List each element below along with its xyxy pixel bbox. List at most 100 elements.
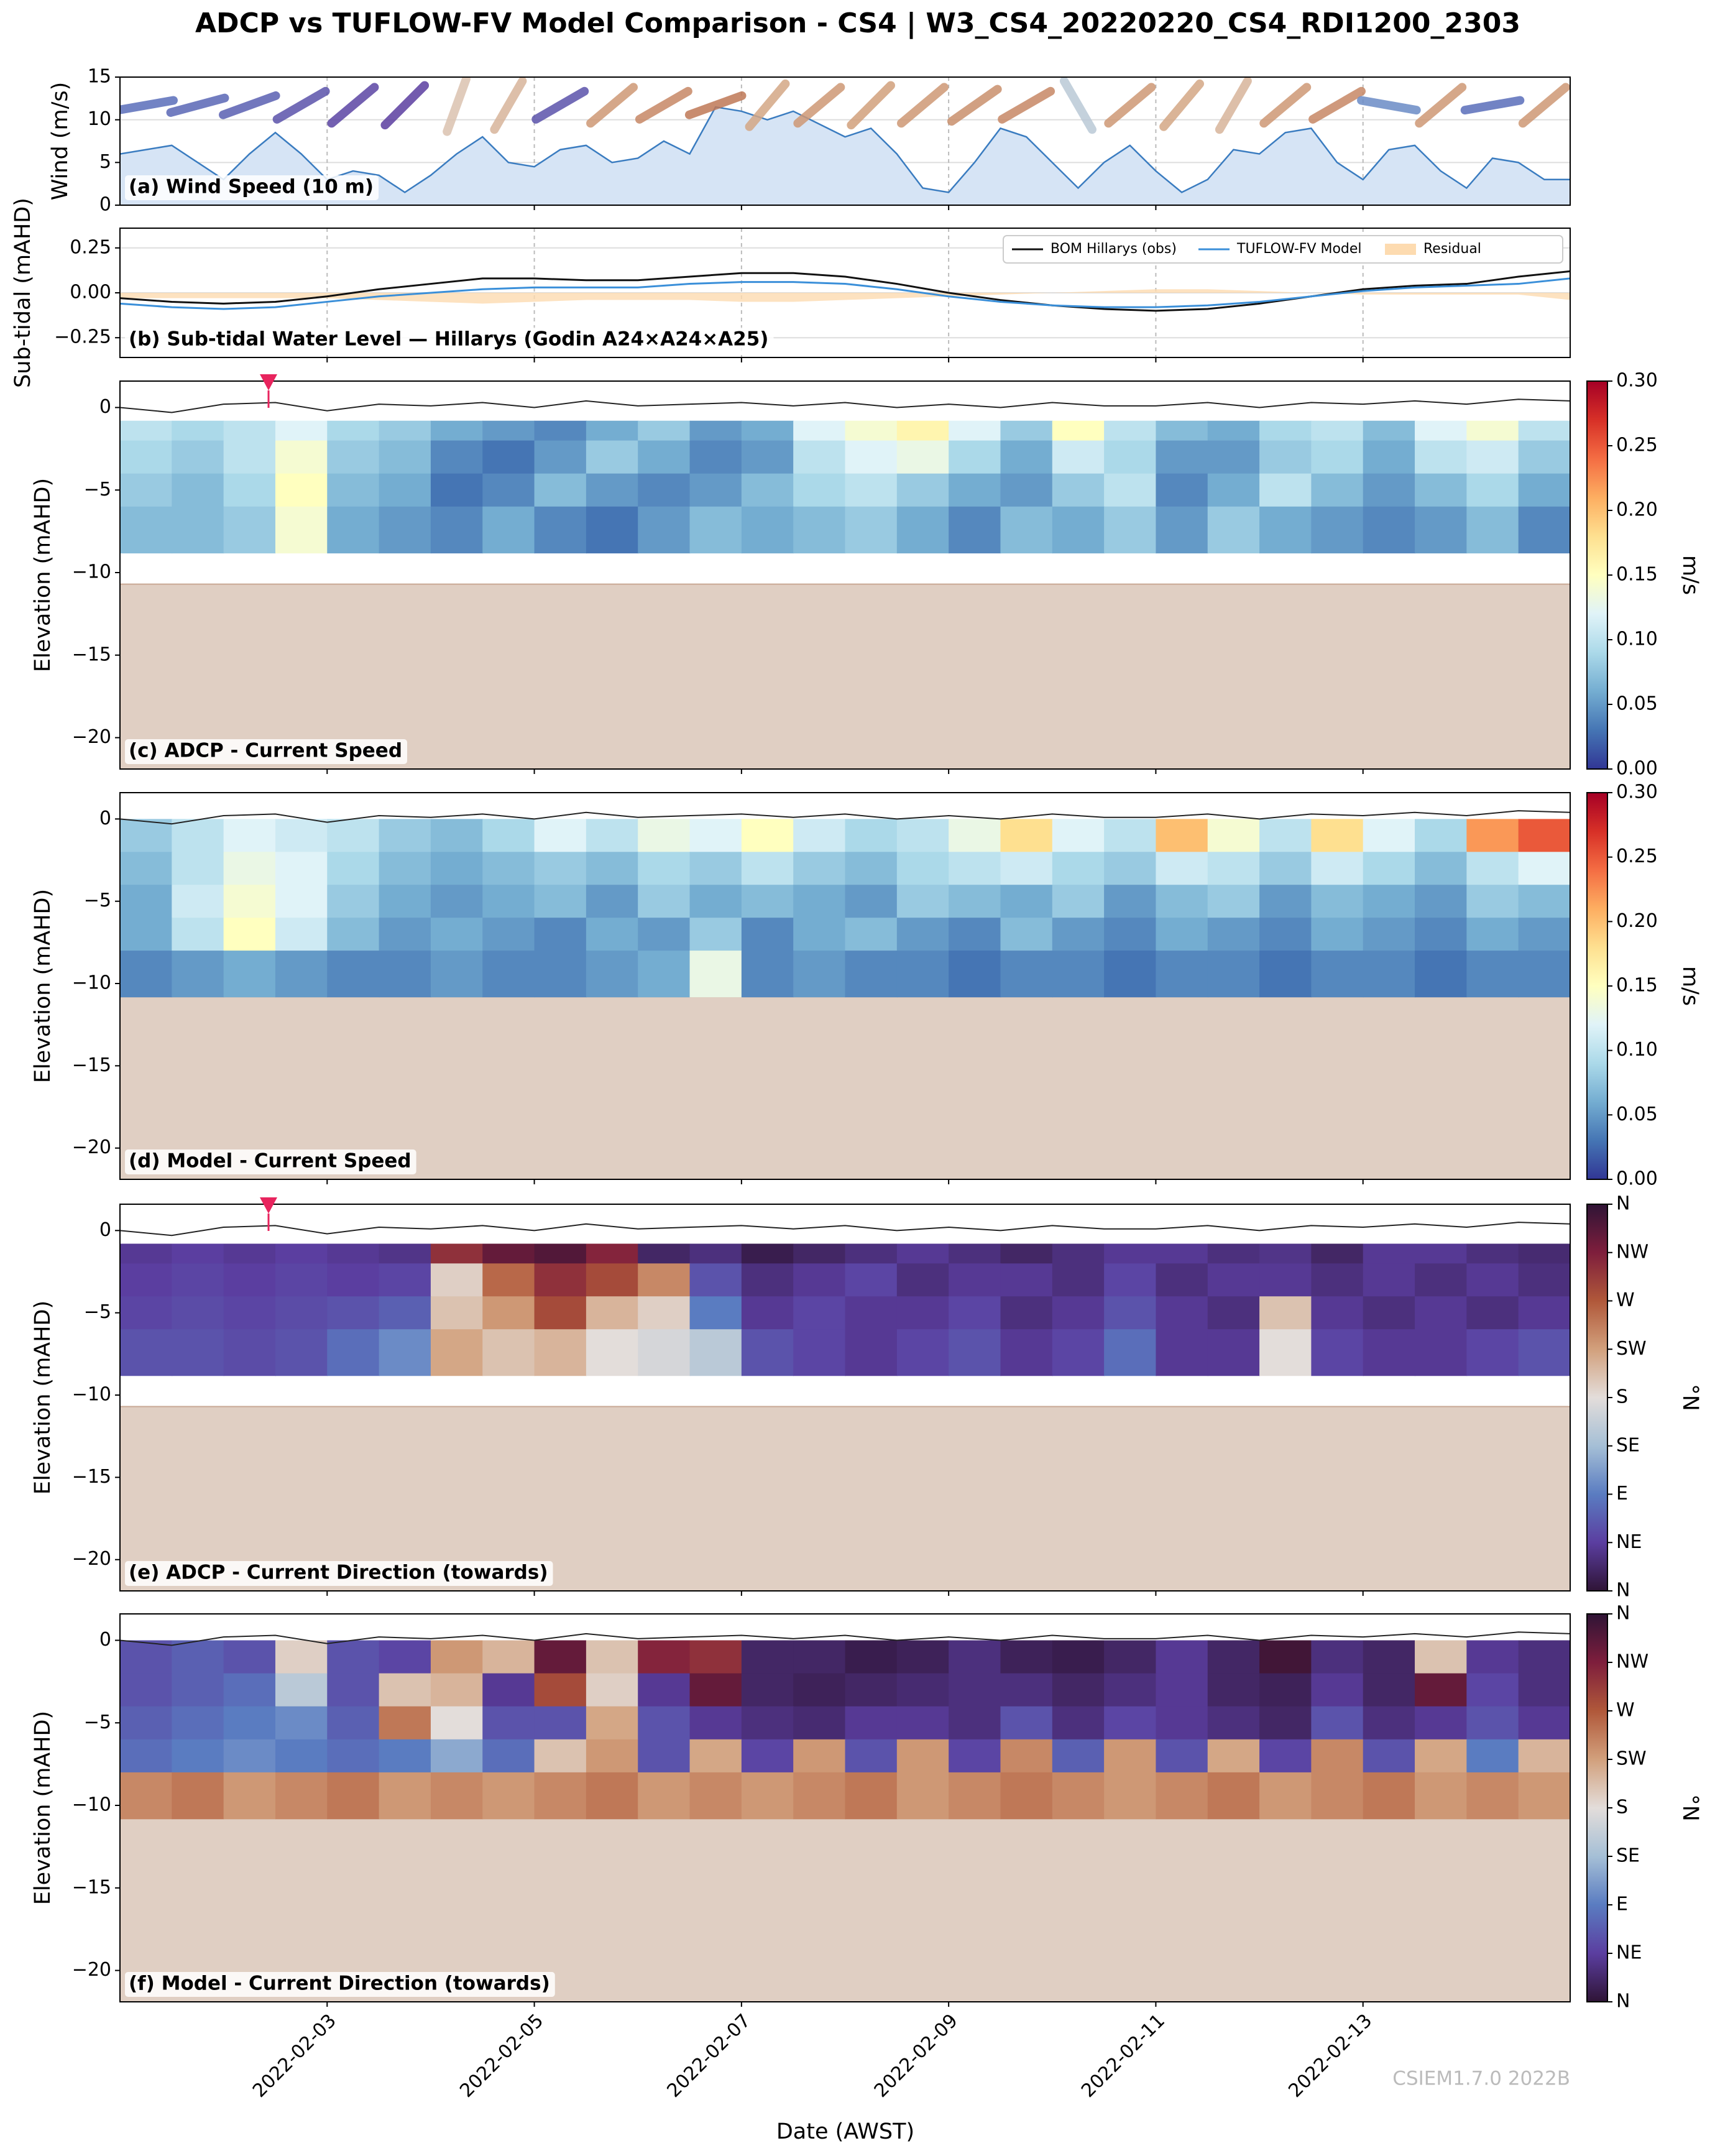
heat-cell: [1363, 951, 1416, 998]
heat-cell: [845, 1263, 898, 1297]
heat-cell: [1311, 819, 1364, 853]
heat-cell: [689, 885, 742, 919]
seabed: [120, 1818, 1570, 2002]
heat-cell: [1415, 1706, 1468, 1740]
heat-cell: [482, 951, 535, 998]
colorbar-tick-label: 0.20: [1616, 910, 1658, 932]
panel-label-box: [125, 1561, 553, 1586]
heat-cell: [1518, 819, 1570, 853]
colorbar-tick-label: SE: [1616, 1434, 1640, 1456]
heat-cell: [1052, 1673, 1105, 1707]
heat-cell: [793, 852, 846, 886]
heat-cell: [586, 1263, 639, 1297]
heat-cell: [845, 506, 898, 554]
heat-cell: [949, 1673, 1001, 1707]
heat-cell: [1466, 1706, 1519, 1740]
wind-arrow: [684, 91, 747, 119]
colorbar-tick-label: NW: [1616, 1651, 1648, 1673]
heat-cell: [793, 506, 846, 554]
heat-cell: [223, 420, 276, 441]
heat-cell: [586, 1739, 639, 1773]
heat-cell: [1311, 1739, 1364, 1773]
y-tick-label: −20: [72, 1136, 111, 1158]
heat-cell: [896, 506, 950, 554]
colorbar-tick-label: 0.25: [1616, 845, 1658, 867]
heat-cell: [1104, 1673, 1157, 1707]
heat-cell: [430, 440, 484, 474]
heat-cell: [586, 506, 639, 554]
heat-cell: [1259, 1329, 1312, 1376]
heat-cell: [172, 852, 224, 886]
heat-cell: [1466, 951, 1519, 998]
heat-cell: [275, 1296, 328, 1330]
heat-cell: [1000, 819, 1053, 853]
colorbar-tick-label: SW: [1616, 1338, 1647, 1360]
heat-cell: [1156, 1329, 1208, 1376]
heat-cell: [845, 420, 898, 441]
heat-cell: [1104, 852, 1157, 886]
heat-cell: [1518, 473, 1570, 507]
heat-cell: [586, 1329, 639, 1376]
heat-cell: [379, 1263, 431, 1297]
y-axis-label: Sub-tidal (mAHD): [11, 198, 35, 388]
heat-cell: [120, 473, 173, 507]
heat-cell: [1466, 1243, 1519, 1265]
heat-cell: [1104, 473, 1157, 507]
heat-cell: [1415, 1263, 1468, 1297]
heat-cell: [430, 1243, 484, 1265]
heat-cell: [534, 506, 587, 554]
heat-cell: [534, 1329, 587, 1376]
heat-cell: [1518, 852, 1570, 886]
heat-cell: [1207, 420, 1261, 441]
heat-cell: [534, 885, 587, 919]
colorbar-tick-label: E: [1616, 1894, 1628, 1915]
heat-cell: [1311, 473, 1364, 507]
heat-cell: [586, 918, 639, 952]
heat-cell: [430, 885, 484, 919]
heat-cell: [327, 506, 380, 554]
heat-cell: [430, 473, 484, 507]
heat-cell: [1052, 1243, 1105, 1265]
heat-cell: [379, 440, 431, 474]
colorbar-label: °N: [1678, 1384, 1703, 1411]
heat-cell: [949, 420, 1001, 441]
wind-arrow: [793, 83, 845, 128]
heat-cell: [949, 885, 1001, 919]
heat-cell: [379, 1640, 431, 1674]
heat-cell: [1104, 1739, 1157, 1773]
heat-cell: [1311, 440, 1364, 474]
heat-cell: [949, 1640, 1001, 1674]
heat-cell: [741, 1772, 794, 1820]
heat-cell: [482, 1263, 535, 1297]
heat-cell: [482, 1772, 535, 1820]
heat-cell: [689, 1329, 742, 1376]
heat-cell: [327, 440, 380, 474]
heat-cell: [1000, 506, 1053, 554]
heat-cell: [896, 1739, 950, 1773]
heat-cell: [327, 420, 380, 441]
heat-cell: [1363, 506, 1416, 554]
heat-cell: [1259, 1673, 1312, 1707]
heat-cell: [1415, 951, 1468, 998]
panel-label: (f) Model - Current Direction (towards): [129, 1973, 550, 1995]
heat-cell: [793, 951, 846, 998]
heat-cell: [586, 1296, 639, 1330]
heat-cell: [1207, 473, 1261, 507]
heat-cell: [896, 1263, 950, 1297]
heat-cell: [741, 918, 794, 952]
heat-cell: [172, 819, 224, 853]
heat-cell: [1052, 1772, 1105, 1820]
y-tick-label: −20: [72, 726, 111, 748]
panel-label: (d) Model - Current Speed: [129, 1150, 412, 1172]
heat-cell: [638, 918, 691, 952]
heat-cell: [430, 951, 484, 998]
chart-title: ADCP vs TUFLOW-FV Model Comparison - CS4…: [195, 7, 1520, 39]
heat-cell: [689, 506, 742, 554]
marker-e: [260, 1197, 277, 1214]
heat-cell: [949, 1706, 1001, 1740]
axes-frame: [119, 792, 1571, 1180]
heat-cell: [534, 1640, 587, 1674]
heat-cell: [1518, 885, 1570, 919]
surface-line: [120, 1631, 1570, 1646]
heat-cell: [482, 819, 535, 853]
